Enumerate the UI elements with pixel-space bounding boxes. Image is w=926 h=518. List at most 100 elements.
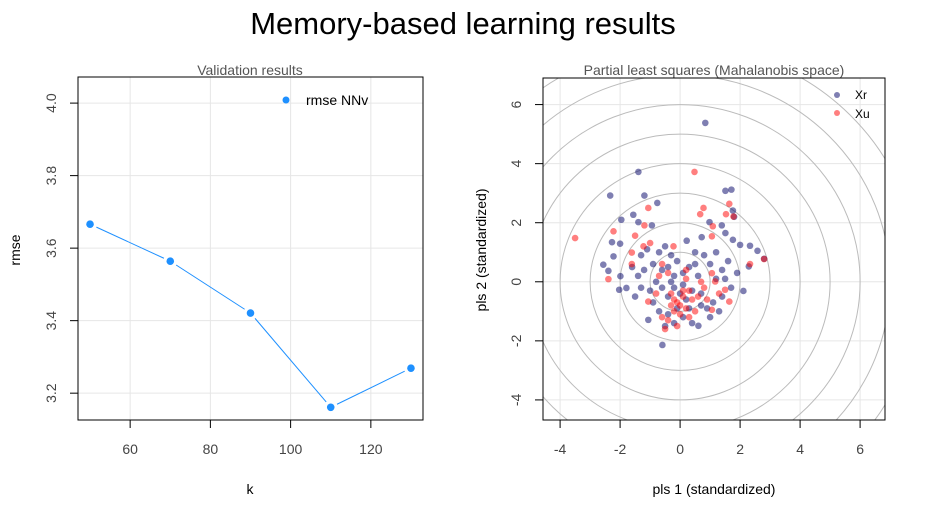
scatter-point-xu [730, 213, 737, 220]
scatter-point-xu [676, 310, 684, 318]
scatter-point-xr [679, 281, 687, 289]
scatter-point-xr [673, 257, 681, 265]
x-tick-label: 100 [279, 441, 303, 457]
scatter-point-xr [655, 248, 663, 256]
scatter-point-xr [718, 266, 726, 274]
scatter-point-xu [691, 308, 699, 315]
y-axis-label: pls 2 (standardized) [473, 189, 489, 312]
scatter-point-xu [700, 284, 708, 291]
scatter-point-xu [708, 306, 716, 314]
y-tick-label: 6 [508, 100, 524, 108]
figure-title: Memory-based learning results [250, 6, 676, 41]
scatter-point-xu [709, 222, 717, 230]
scatter-point-xu [645, 298, 652, 305]
scatter-point-xu [715, 290, 723, 297]
scatter-point-xr [702, 119, 709, 127]
scatter-point-xr [641, 192, 648, 199]
legend-marker-xr [834, 92, 840, 98]
scatter-point-xu [746, 260, 754, 268]
scatter-point-xr [670, 272, 678, 280]
scatter-point-xr [664, 263, 672, 271]
scatter-point-xr [608, 238, 616, 246]
scatter-point-xu [685, 313, 693, 321]
scatter-point-xu [631, 232, 639, 240]
scatter-point-xu [571, 234, 579, 242]
legend-marker-xu [834, 110, 840, 116]
mahalanobis-circle [559, 163, 801, 401]
legend-label-xu: Xu [855, 107, 870, 121]
x-tick-label: 80 [203, 441, 219, 457]
scatter-point-xr [655, 308, 663, 315]
scatter-point-xu [645, 204, 652, 212]
y-axis-label: rmse [7, 234, 23, 265]
scatter-point-xu [682, 305, 690, 312]
scatter-point-xu [667, 302, 675, 309]
y-tick-label: 3.2 [43, 383, 59, 403]
scatter-point-xu [726, 298, 733, 305]
scatter-point-xr [698, 233, 705, 241]
scatter-point-xr [727, 284, 735, 291]
scatter-point-xr [661, 243, 669, 250]
scatter-point-xr [722, 229, 729, 237]
panel-title: Validation results [197, 62, 303, 78]
panel-title: Partial least squares (Mahalanobis space… [584, 62, 845, 78]
scatter-point-xr [724, 257, 732, 265]
scatter-point-xr [733, 269, 741, 277]
scatter-point-xu [694, 293, 702, 300]
scatter-point-xu [646, 239, 654, 247]
scatter-point-xr [736, 241, 744, 249]
legend-label-xr: Xr [855, 88, 867, 102]
scatter-point-xr [729, 207, 737, 214]
scatter-point-xu [661, 325, 669, 333]
scatter-point-xu [670, 296, 678, 303]
plot-box [77, 76, 424, 421]
x-axis-label: pls 1 (standardized) [653, 481, 776, 497]
scatter-point-xr [615, 286, 623, 294]
scatter-point-xu [640, 243, 647, 250]
scatter-point-xu [682, 266, 690, 274]
scatter-point-xu [628, 260, 636, 268]
pls-panel: Partial least squares (Mahalanobis space… [473, 62, 886, 497]
scatter-point-xu [664, 269, 672, 277]
scatter-point-xu [682, 275, 690, 283]
scatter-point-xr [728, 186, 735, 193]
scatter-point-xr [709, 299, 717, 306]
scatter-point-xr [700, 251, 708, 259]
x-tick-label: 2 [736, 441, 744, 457]
x-tick-label: 0 [676, 441, 684, 457]
x-tick-label: 60 [122, 441, 138, 457]
x-tick-label: -4 [554, 441, 567, 457]
scatter-point-xr [667, 251, 675, 259]
scatter-point-xu [670, 243, 677, 250]
scatter-point-xr [616, 240, 624, 247]
y-tick-label: 2 [508, 219, 524, 227]
scatter-point-xr [729, 236, 737, 244]
scatter-point-xr [706, 313, 714, 321]
scatter-point-xu [696, 210, 704, 218]
scatter-point-xu [708, 233, 716, 240]
series-line-segment [336, 370, 405, 405]
plot-box [542, 77, 886, 421]
scatter-point-xr [645, 316, 652, 324]
scatter-point-xu [679, 287, 687, 294]
scatter-point-xu [700, 204, 707, 212]
scatter-point-xr [649, 260, 657, 268]
scatter-point-xr [722, 187, 729, 195]
scatter-point-xr [712, 248, 720, 256]
scatter-point-xu [726, 200, 733, 208]
scatter-point-xu [652, 290, 660, 297]
scatter-point-xr [637, 251, 645, 259]
scatter-point-xr [658, 284, 666, 291]
y-tick-label: 0 [508, 278, 524, 286]
scatter-point-xu [610, 227, 617, 235]
scatter-point-xr [659, 341, 666, 349]
scatter-point-xr [658, 266, 666, 274]
scatter-point-xu [703, 296, 711, 303]
scatter-point-xr [670, 284, 678, 291]
mahalanobis-circle [619, 222, 741, 342]
scatter-point-xu [688, 296, 696, 303]
scatter-point-xr [697, 302, 705, 309]
scatter-point-xr [617, 272, 624, 280]
